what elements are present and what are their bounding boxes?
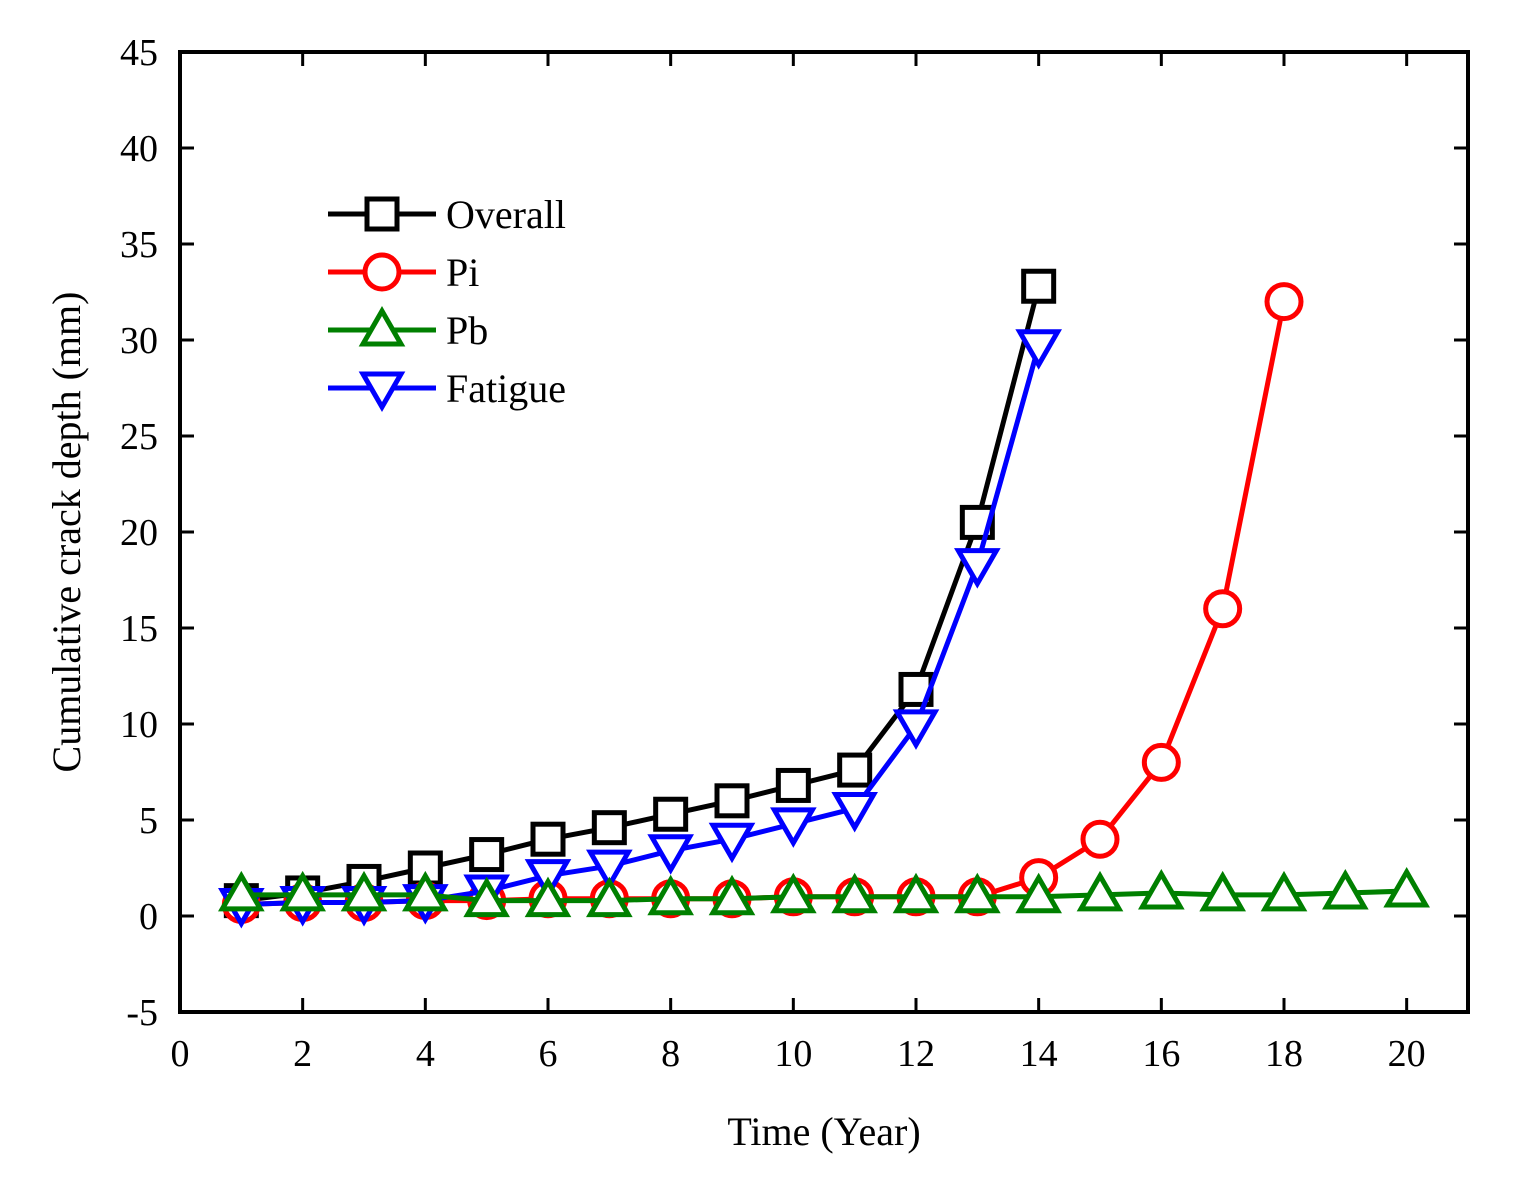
data-point-pb: [1260, 870, 1308, 912]
data-point-overall: [653, 796, 689, 832]
data-point-pb: [340, 870, 388, 912]
x-tick-label: 16: [1142, 1033, 1180, 1075]
legend-label: Pb: [446, 308, 488, 353]
y-tick-label: 40: [120, 128, 158, 170]
data-point-overall: [837, 752, 873, 788]
y-tick-label: 20: [120, 512, 158, 554]
y-tick-label: 10: [120, 704, 158, 746]
x-tick-label: 0: [171, 1033, 190, 1075]
data-point-pb: [1322, 868, 1369, 910]
data-point-pb: [524, 876, 572, 918]
x-tick-label: 14: [1020, 1033, 1058, 1075]
data-point-pb: [218, 870, 265, 912]
data-point-pi: [1141, 742, 1181, 782]
data-point-fatigue: [586, 849, 633, 891]
legend-item-fatigue: Fatigue: [328, 366, 566, 413]
x-tick-label: 12: [897, 1033, 935, 1075]
series-fatigue: [218, 329, 1062, 929]
y-tick-label: 30: [120, 320, 158, 362]
data-point-fatigue: [647, 834, 694, 875]
x-tick-label: 20: [1388, 1033, 1426, 1075]
series-layer: [218, 268, 1430, 929]
data-point-pi: [1080, 819, 1120, 859]
data-point-pb: [1015, 872, 1062, 914]
data-point-overall: [469, 837, 505, 873]
data-point-fatigue: [708, 822, 756, 864]
data-point-fatigue: [831, 791, 878, 833]
data-point-pb: [586, 876, 633, 918]
y-tick-label: 35: [120, 224, 158, 266]
data-point-fatigue: [892, 709, 940, 750]
tick-labels: 0 2 4 6 8 10 12 14 16 18 20 -5 0 5 10 15 20 25 30 35 40 45: [120, 32, 1426, 1075]
legend-label: Pi: [446, 250, 479, 295]
x-tick-label: 6: [539, 1033, 558, 1075]
data-point-pb: [647, 874, 694, 916]
data-point-pb: [1138, 868, 1185, 910]
data-point-pb: [831, 872, 878, 914]
data-point-overall: [1021, 268, 1057, 304]
data-point-pb: [1076, 870, 1124, 912]
legend: Overall Pi Pb Fatigue: [328, 192, 566, 413]
series-overall: [223, 268, 1057, 919]
x-tick-label: 8: [661, 1033, 680, 1075]
y-tick-label: 25: [120, 416, 158, 458]
legend-label: Overall: [446, 192, 566, 237]
data-point-pb: [708, 874, 756, 916]
y-tick-label: 15: [120, 608, 158, 650]
y-tick-label: 45: [120, 32, 158, 74]
legend-marker: [364, 196, 400, 232]
x-tick-label: 2: [293, 1033, 312, 1075]
legend-label: Fatigue: [446, 366, 566, 411]
legend-marker: [358, 371, 406, 413]
series-line-overall: [241, 285, 1042, 904]
data-point-fatigue: [1015, 329, 1062, 370]
data-point-pb: [770, 872, 817, 914]
legend-marker: [362, 252, 402, 292]
y-tick-label: 0: [139, 896, 158, 938]
y-tick-label: -5: [126, 992, 158, 1034]
data-point-pb: [402, 870, 449, 912]
legend-item-pb: Pb: [328, 305, 488, 353]
legend-item-pi: Pi: [328, 250, 479, 295]
data-point-pb: [279, 870, 326, 912]
data-point-overall: [591, 810, 627, 846]
data-point-pb: [892, 872, 940, 914]
x-tick-label: 10: [774, 1033, 812, 1075]
data-point-pb: [954, 872, 1001, 914]
x-tick-label: 18: [1265, 1033, 1303, 1075]
data-point-overall: [530, 821, 566, 857]
data-point-pi: [1264, 282, 1304, 322]
series-pb: [218, 867, 1430, 918]
y-axis-title: Cumulative crack depth (mm): [44, 292, 89, 773]
x-axis-title: Time (Year): [727, 1109, 920, 1154]
plot-frame: [178, 50, 1470, 1014]
data-point-fatigue: [770, 807, 817, 848]
data-point-fatigue: [954, 548, 1001, 589]
data-point-pb: [463, 876, 510, 918]
data-point-pi: [1203, 589, 1243, 629]
y-tick-label: 5: [139, 800, 158, 842]
data-point-overall: [714, 783, 750, 819]
data-point-overall: [775, 767, 811, 803]
legend-marker: [358, 305, 406, 347]
legend-item-overall: Overall: [328, 192, 566, 237]
data-point-pb: [1199, 870, 1246, 912]
x-tick-label: 4: [416, 1033, 435, 1075]
series-line-pi: [241, 301, 1287, 907]
data-point-pb: [1383, 867, 1430, 908]
